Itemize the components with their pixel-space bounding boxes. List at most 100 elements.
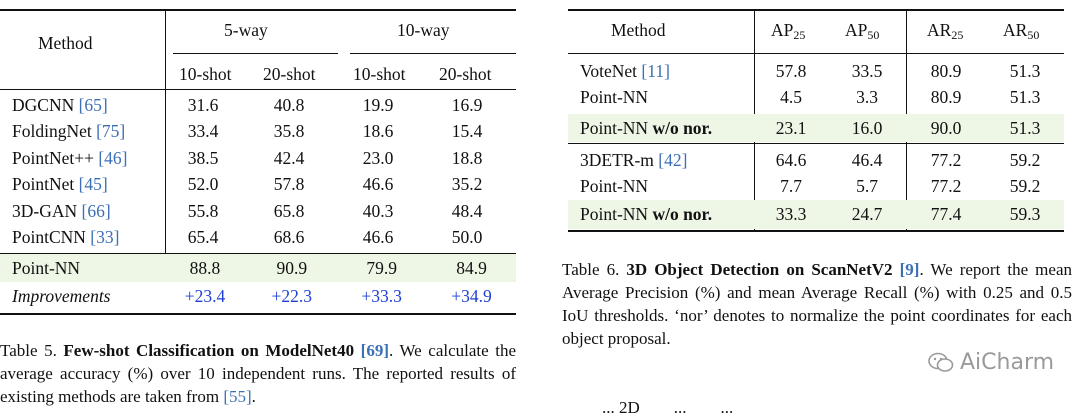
watermark: AiCharm bbox=[928, 350, 1054, 375]
citation-link[interactable]: [33] bbox=[90, 227, 120, 248]
table5-group-5way: 5-way bbox=[224, 20, 268, 40]
cell: 40.3 bbox=[362, 200, 394, 221]
table5-group1-rule bbox=[173, 53, 338, 54]
row-method: Point-NN bbox=[0, 254, 163, 282]
row-method: FoldingNet [75] bbox=[12, 121, 126, 142]
cell: 40.8 bbox=[273, 94, 305, 115]
cell: 18.6 bbox=[362, 121, 394, 142]
table-row: Point-NN 7.7 5.7 77.2 59.2 bbox=[568, 173, 1064, 199]
cell: 46.6 bbox=[362, 174, 394, 195]
cell: 15.4 bbox=[451, 121, 483, 142]
cell: 77.2 bbox=[930, 175, 962, 196]
cell: 65.8 bbox=[273, 200, 305, 221]
cell: 68.6 bbox=[273, 227, 305, 248]
table6-caption: Table 6. 3D Object Detection on ScanNetV… bbox=[562, 258, 1072, 350]
row-method: DGCNN [65] bbox=[12, 94, 108, 115]
table6-col-ap50: AP50 bbox=[845, 20, 880, 42]
caption-text: . We report the mean Average Precision (… bbox=[562, 260, 1072, 348]
table-row: 3D-GAN [66] 55.8 65.8 40.3 48.4 bbox=[6, 198, 511, 225]
row-method: VoteNet [11] bbox=[580, 60, 670, 81]
cell: 24.7 bbox=[828, 200, 906, 229]
citation-link[interactable]: [75] bbox=[96, 121, 126, 142]
table6-row-pointnn-wonor: Point-NN w/o nor. 23.1 16.0 90.0 51.3 bbox=[568, 114, 1064, 142]
table6-row-pointnn-wonor: Point-NN w/o nor. 33.3 24.7 77.4 59.3 bbox=[568, 200, 1064, 229]
bottom-text-fragment: ... 2D ... ... bbox=[602, 398, 734, 417]
cell: 80.9 bbox=[930, 60, 962, 81]
cell: 7.7 bbox=[780, 175, 802, 196]
caption-title: 3D Object Detection on ScanNetV2 bbox=[626, 260, 900, 279]
table6-method-header: Method bbox=[611, 20, 666, 40]
table-row: PointCNN [33] 65.4 68.6 46.6 50.0 bbox=[6, 225, 511, 252]
caption-cite[interactable]: [69] bbox=[360, 341, 389, 360]
table5-top-rule bbox=[0, 9, 516, 11]
cell: 51.3 bbox=[986, 114, 1064, 142]
row-method: 3D-GAN [66] bbox=[12, 200, 111, 221]
cell: 59.2 bbox=[1009, 149, 1041, 170]
row-method: PointNet++ [46] bbox=[12, 147, 128, 168]
cell: 88.8 bbox=[162, 254, 248, 282]
cell: +34.9 bbox=[451, 286, 492, 306]
table5-col-header: 20-shot bbox=[263, 64, 316, 84]
table-row: VoteNet [11] 57.8 33.5 80.9 51.3 bbox=[568, 58, 1064, 84]
table6-group1: VoteNet [11] 57.8 33.5 80.9 51.3 Point-NN 4.5 3… bbox=[568, 58, 1064, 110]
table-row: PointNet++ [46] 38.5 42.4 23.0 18.8 bbox=[6, 145, 511, 172]
row-method: Point-NN bbox=[580, 86, 649, 107]
table5-header-rule bbox=[0, 89, 516, 90]
cell: 57.8 bbox=[273, 174, 305, 195]
cell: 48.4 bbox=[451, 200, 483, 221]
table6-col-ar50: AR50 bbox=[1003, 20, 1040, 42]
table5-bottom-rule bbox=[0, 313, 516, 315]
cell: 90.9 bbox=[247, 254, 337, 282]
table5-result: Point-NN 88.8 90.9 79.9 84.9 Improvement… bbox=[0, 254, 516, 311]
watermark-text: AiCharm bbox=[960, 350, 1055, 375]
cell: 50.0 bbox=[451, 227, 483, 248]
table-row: PointNet [45] 52.0 57.8 46.6 35.2 bbox=[6, 172, 511, 199]
table-row: FoldingNet [75] 33.4 35.8 18.6 15.4 bbox=[6, 119, 511, 146]
table6-col-ar25: AR25 bbox=[927, 20, 964, 42]
cell: 59.3 bbox=[986, 200, 1064, 229]
cell: 46.4 bbox=[851, 149, 883, 170]
cell: 57.8 bbox=[775, 60, 807, 81]
table5-group-10way: 10-way bbox=[397, 20, 450, 40]
table5-method-header: Method bbox=[38, 33, 93, 53]
table6-highlight1: Point-NN w/o nor. 23.1 16.0 90.0 51.3 bbox=[568, 114, 1064, 142]
citation-link[interactable]: [11] bbox=[641, 60, 670, 81]
cell: 5.7 bbox=[856, 175, 878, 196]
cell: 16.9 bbox=[451, 94, 483, 115]
citation-link[interactable]: [65] bbox=[78, 94, 108, 115]
citation-link[interactable]: [46] bbox=[98, 147, 128, 168]
cell: 46.6 bbox=[362, 227, 394, 248]
cell: 38.5 bbox=[187, 147, 219, 168]
caption-title: Few-shot Classification on ModelNet40 bbox=[63, 341, 361, 360]
citation-link[interactable]: [66] bbox=[81, 200, 111, 221]
cell: 16.0 bbox=[828, 114, 906, 142]
table5-row-pointnn: Point-NN 88.8 90.9 79.9 84.9 bbox=[0, 254, 516, 282]
table5-col-header: 10-shot bbox=[353, 64, 406, 84]
cell: 19.9 bbox=[362, 94, 394, 115]
cell: 51.3 bbox=[1009, 86, 1041, 107]
cell: 52.0 bbox=[187, 174, 219, 195]
table5-caption: Table 5. Few-shot Classification on Mode… bbox=[0, 339, 516, 408]
table5-group2-rule bbox=[350, 53, 516, 54]
cell: 55.8 bbox=[187, 200, 219, 221]
cell: 33.5 bbox=[851, 60, 883, 81]
row-method: 3DETR-m [42] bbox=[580, 149, 688, 170]
cell: 4.5 bbox=[780, 86, 802, 107]
citation-link[interactable]: [42] bbox=[658, 149, 688, 170]
cell: 51.3 bbox=[1009, 60, 1041, 81]
table-row: DGCNN [65] 31.6 40.8 19.9 16.9 bbox=[6, 92, 511, 119]
table6-mid-rule bbox=[568, 143, 1064, 144]
cell: 64.6 bbox=[775, 149, 807, 170]
cell: 80.9 bbox=[930, 86, 962, 107]
cell: 59.2 bbox=[1009, 175, 1041, 196]
caption-cite[interactable]: [9] bbox=[899, 260, 920, 279]
cell: 35.8 bbox=[273, 121, 305, 142]
table6-bottom-rule bbox=[568, 230, 1064, 232]
table6-group2: 3DETR-m [42] 64.6 46.4 77.2 59.2 Point-NN 7.7 5… bbox=[568, 147, 1064, 199]
table6-header-rule bbox=[568, 53, 1064, 54]
row-method: Point-NN w/o nor. bbox=[568, 200, 754, 229]
cell: 33.3 bbox=[754, 200, 828, 229]
cell: 23.0 bbox=[362, 147, 394, 168]
citation-link[interactable]: [45] bbox=[78, 174, 108, 195]
caption-cite[interactable]: [55] bbox=[223, 387, 252, 406]
